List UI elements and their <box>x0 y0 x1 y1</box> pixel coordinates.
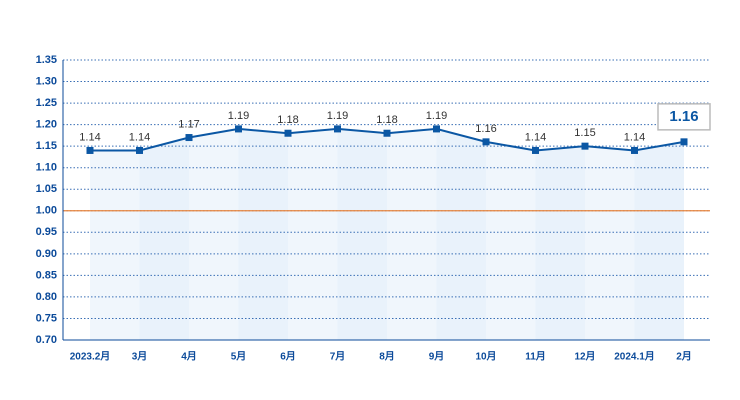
value-label: 1.19 <box>426 110 447 122</box>
y-tick-label: 0.80 <box>36 291 57 303</box>
x-tick-label: 3月 <box>132 351 148 363</box>
y-tick-label: 1.25 <box>36 97 57 109</box>
x-tick-label: 12月 <box>574 351 595 363</box>
x-tick-label: 11月 <box>525 351 546 363</box>
x-tick-label: 6月 <box>280 351 296 363</box>
value-label: 1.14 <box>79 131 100 143</box>
x-tick-label: 9月 <box>429 351 445 363</box>
value-label: 1.18 <box>277 114 298 126</box>
point <box>631 146 638 154</box>
point <box>581 142 589 150</box>
point <box>680 138 688 146</box>
x-tick-label: 4月 <box>181 351 197 363</box>
value-label: 1.15 <box>574 127 595 139</box>
y-tick-label: 1.15 <box>36 140 57 152</box>
value-label: 1.14 <box>129 131 150 143</box>
y-tick-label: 0.95 <box>36 226 57 238</box>
point <box>433 125 440 133</box>
x-tick-label: 7月 <box>330 351 346 363</box>
value-label: 1.14 <box>525 131 546 143</box>
y-tick-label: 1.05 <box>36 183 57 195</box>
band <box>486 60 536 340</box>
band <box>288 60 338 340</box>
y-tick-label: 1.20 <box>36 119 57 131</box>
x-tick-label: 2024.1月 <box>614 351 655 363</box>
value-label: 1.16 <box>669 108 698 125</box>
value-label: 1.19 <box>327 110 348 122</box>
band <box>90 60 140 340</box>
point <box>482 138 490 146</box>
point <box>235 125 242 133</box>
value-label: 1.16 <box>475 123 496 135</box>
x-tick-label: 2023.2月 <box>70 351 111 363</box>
y-tick-label: 0.90 <box>36 248 57 260</box>
band <box>189 60 239 340</box>
point <box>334 125 341 133</box>
x-tick-label: 10月 <box>475 351 496 363</box>
point <box>136 146 143 154</box>
band <box>387 60 437 340</box>
y-tick-label: 1.10 <box>36 162 57 174</box>
y-tick-label: 1.35 <box>36 54 57 66</box>
x-tick-label: 5月 <box>231 351 247 363</box>
point <box>284 129 292 137</box>
y-tick-label: 0.70 <box>36 334 57 346</box>
value-label-box <box>657 103 711 131</box>
band <box>585 60 635 340</box>
value-label: 1.17 <box>178 118 199 130</box>
y-tick-label: 1.30 <box>36 75 57 87</box>
point <box>383 129 391 137</box>
x-tick-label: 8月 <box>379 351 395 363</box>
point <box>532 146 539 154</box>
point <box>86 146 94 154</box>
value-label: 1.18 <box>376 114 397 126</box>
x-tick-label: 2月 <box>676 351 692 363</box>
y-tick-label: 0.75 <box>36 312 57 324</box>
y-tick-label: 0.85 <box>36 269 57 281</box>
area <box>90 128 684 340</box>
value-label: 1.19 <box>228 110 249 122</box>
point <box>185 134 193 142</box>
y-tick-label: 1.00 <box>36 205 57 217</box>
value-label: 1.14 <box>624 131 645 143</box>
